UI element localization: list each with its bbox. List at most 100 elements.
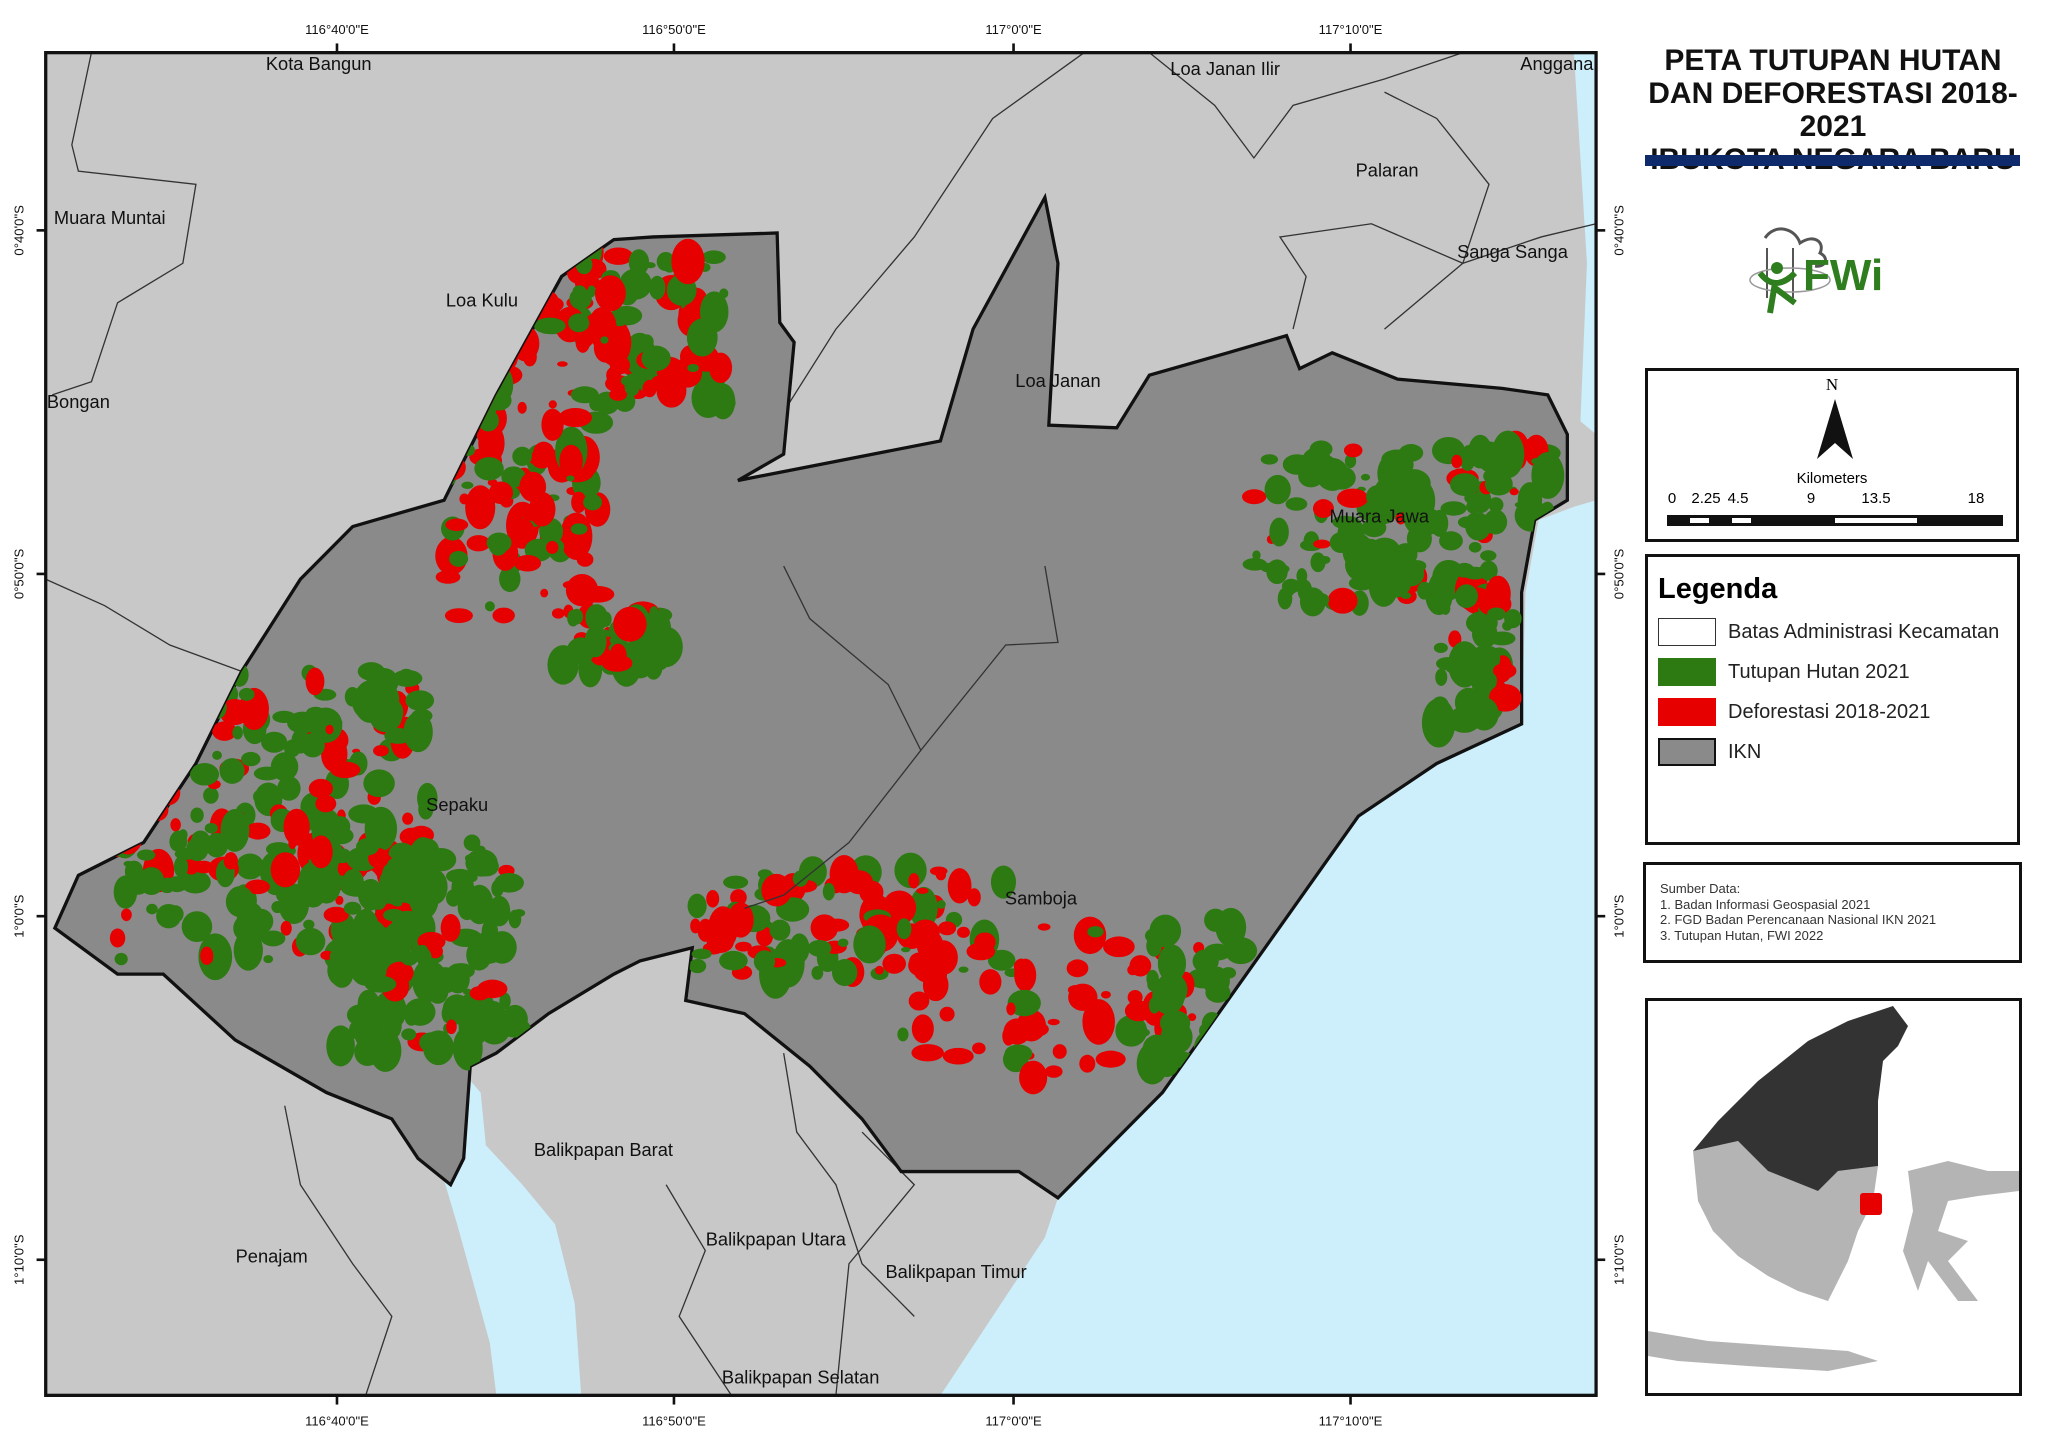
forest-patch (371, 997, 382, 1011)
legend-item-admin: Batas Administrasi Kecamatan (1658, 618, 2017, 646)
forest-patch (474, 457, 504, 481)
forest-patch (1372, 476, 1405, 516)
forest-patch (512, 446, 533, 466)
forest-patch (1242, 558, 1268, 571)
legend-item-ikn: IKN (1658, 738, 2017, 766)
deforestation-patch (245, 822, 271, 840)
forest-patch (253, 766, 281, 781)
forest-patch (343, 901, 362, 915)
forest-patch (114, 952, 128, 966)
forest-patch (1160, 1013, 1175, 1033)
forest-patch (271, 900, 284, 914)
forest-patch (220, 809, 250, 852)
place-label: Samboja (1005, 887, 1078, 908)
ikn-internal-boundaries (744, 565, 1059, 909)
forest-patch (1480, 550, 1497, 562)
forest-patch (1115, 1014, 1148, 1047)
forest-patch (1007, 989, 1041, 1017)
deforestation-patch (1002, 1026, 1015, 1046)
fwi-logo: FWi (1745, 218, 1905, 328)
forest-patch (1157, 944, 1187, 983)
deforestation-patch (1327, 587, 1358, 614)
forest-patch (471, 850, 480, 857)
forest-patch (691, 948, 712, 960)
deforestation-patch (193, 860, 214, 874)
forest-patch (169, 830, 188, 852)
data-sources: Sumber Data: 1. Badan Informasi Geospasi… (1643, 862, 2022, 963)
forest-patch (686, 318, 718, 357)
place-label: Loa Janan (1015, 370, 1100, 391)
deforestation-patch (908, 991, 930, 1011)
forest-patch (1264, 474, 1291, 505)
forest-patch (369, 1029, 402, 1072)
deforestation-patch (911, 1044, 944, 1062)
forest-patch (1224, 937, 1258, 965)
deforestation-patch (223, 852, 238, 870)
forest-patch (1450, 473, 1480, 497)
forest-patch (371, 889, 387, 910)
north-arrow-icon (1817, 399, 1853, 459)
deforestation-patch (1100, 990, 1111, 999)
forest-patch (1133, 1027, 1150, 1038)
forest-patch (853, 925, 886, 964)
north-arrow-scale-box: N Kilometers 0 2.25 4.5 9 13.5 18 (1645, 368, 2019, 542)
scale-unit: Kilometers (1796, 470, 1868, 487)
place-label: Bongan (47, 391, 110, 412)
deforestation-patch (121, 908, 132, 922)
forest-patch (1252, 550, 1261, 561)
deforestation-patch (825, 918, 850, 932)
deforestation-patch (280, 920, 292, 936)
deforestation-patch (335, 895, 344, 905)
deforestation-patch (308, 778, 333, 799)
deforestation-patch (517, 401, 527, 414)
forest-patch (1298, 464, 1324, 488)
forest-patch (1269, 517, 1289, 547)
deforestation-patch (1127, 964, 1139, 976)
deforestation-patch (402, 812, 414, 825)
place-label: Muara Muntai (54, 207, 166, 228)
deforestation-patch (546, 540, 559, 554)
forest-patch (409, 876, 439, 920)
title-underline (1645, 155, 2020, 166)
deforestation-patch (735, 941, 752, 952)
lon-tick-label: 117°10'0"E (1319, 1414, 1383, 1429)
forest-patch (126, 884, 144, 895)
forest-patch (641, 345, 671, 372)
forest-patch (1433, 642, 1448, 653)
legend-label: Deforestasi 2018-2021 (1728, 700, 1931, 723)
place-label: Penajam (236, 1245, 308, 1266)
place-label: Loa Kulu (446, 290, 518, 311)
deforestation-patch (594, 275, 626, 312)
balikpapan-bay (441, 1072, 582, 1396)
deforestation-patch (446, 1019, 457, 1035)
place-label: Balikpapan Barat (534, 1139, 673, 1160)
legend-item-deforestation: Deforestasi 2018-2021 (1658, 698, 2017, 726)
forest-patch (1403, 495, 1434, 536)
deforestation-patch (1019, 1060, 1048, 1095)
sea (940, 500, 1597, 1396)
forest-patch (1396, 469, 1431, 499)
deforestation-patch (1187, 1013, 1197, 1022)
forest-patch (691, 378, 725, 419)
deforestation-patch (1006, 1002, 1016, 1016)
forest-patch (1440, 602, 1451, 615)
forest-patch (1146, 969, 1159, 988)
deforestation-patch (1021, 1021, 1049, 1037)
forest-patch (1281, 578, 1301, 594)
deforestation-patch (916, 887, 929, 894)
deforestation-patch (548, 400, 557, 409)
scale-tick-label: 18 (1967, 490, 1985, 507)
place-label: Balikpapan Timur (885, 1261, 1026, 1282)
forest-patch (1407, 560, 1427, 572)
lon-tick-label: 117°0'0"E (985, 22, 1042, 37)
borneo-south (1693, 1141, 1878, 1301)
forest-patch (769, 919, 791, 941)
forest-patch (990, 865, 1017, 899)
deforestation-patch (875, 965, 884, 975)
lat-tick-label: 1°0'0"S (1612, 894, 1627, 937)
deforestation-patch (465, 485, 496, 530)
forest-patch (489, 537, 508, 556)
forest-patch (351, 957, 380, 986)
forest-patch (723, 875, 749, 889)
lon-tick-label: 116°50'0"E (642, 1414, 706, 1429)
